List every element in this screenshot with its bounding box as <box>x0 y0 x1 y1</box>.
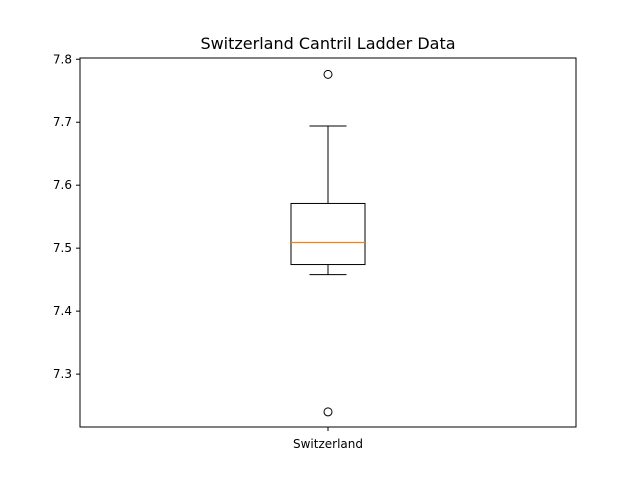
box-iqr <box>290 202 366 266</box>
x-tick-label: Switzerland <box>293 437 363 451</box>
outlier-point <box>323 407 333 417</box>
y-tick-label: 7.7 <box>53 115 72 129</box>
y-tick-label: 7.3 <box>53 367 72 381</box>
plot-area: 7.3 7.4 7.5 7.6 7.7 7.8 Switzerland <box>53 52 577 451</box>
outlier-point <box>323 69 333 79</box>
chart-title: Switzerland Cantril Ladder Data <box>200 34 455 53</box>
y-tick-label: 7.5 <box>53 241 72 255</box>
y-tick-label: 7.4 <box>53 304 72 318</box>
y-tick-label: 7.8 <box>53 52 72 66</box>
y-tick-label: 7.6 <box>53 178 72 192</box>
